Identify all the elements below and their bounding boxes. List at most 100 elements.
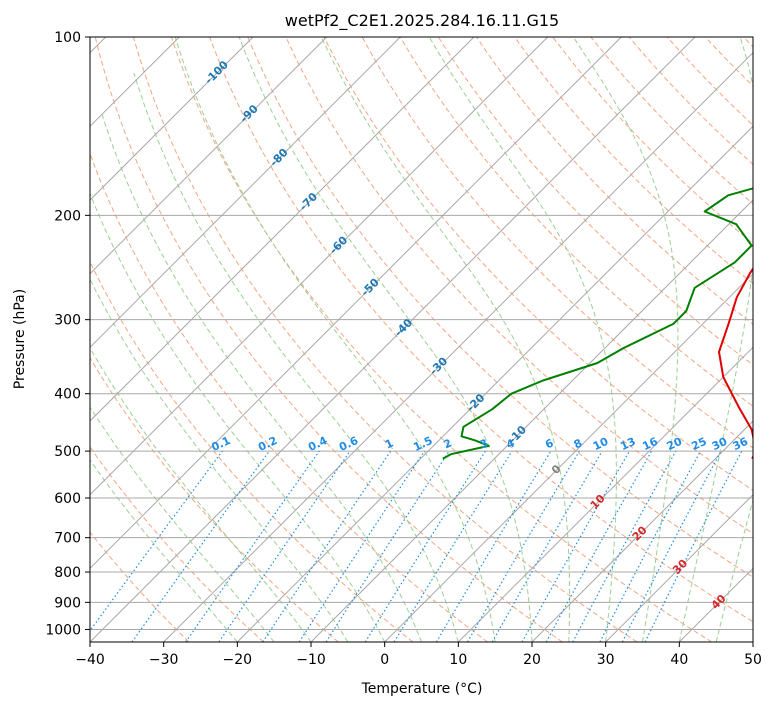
y-tick-label: 300: [54, 313, 81, 329]
moist-adiabat-line: [715, 497, 753, 642]
y-axis: 100 200 300 400 500 600 700 800 900 1000: [45, 30, 90, 638]
dry-adiabat-line: [323, 37, 753, 491]
x-tick-label: 0: [380, 652, 389, 668]
y-tick-label: 700: [54, 531, 81, 547]
isotherm-line: [90, 37, 549, 496]
dry-adiabat-line: [90, 356, 339, 642]
x-tick-label: 30: [597, 652, 615, 668]
surface-temp-label: 20: [630, 523, 650, 543]
y-tick-label: 200: [54, 208, 81, 224]
dry-adiabat-line: [90, 152, 488, 642]
moist-adiabat-line: [90, 459, 238, 642]
moist-adiabat-line: [133, 72, 459, 642]
surface-temp-label: 30: [670, 557, 690, 577]
dry-adiabat-line: [209, 37, 753, 623]
mixing-ratio-label: 16: [640, 435, 660, 453]
dry-adiabat-line: [247, 37, 753, 578]
x-tick-label: −40: [75, 652, 105, 668]
mixing-ratio-label: 25: [689, 435, 708, 453]
y-tick-label: 500: [54, 444, 81, 460]
moist-adiabat-line: [174, 37, 496, 642]
dry-adiabat-line: [743, 37, 753, 48]
moist-adiabat-line: [90, 192, 386, 642]
y-tick-label: 100: [54, 30, 81, 46]
mixing-ratio-line: [325, 450, 450, 642]
x-axis: −40 −30 −20 −10 0 10 20 30 40 50: [75, 642, 762, 668]
x-axis-label: Temperature (°C): [361, 681, 483, 697]
isotherm-line: [531, 420, 753, 642]
isotherm-line: [752, 641, 753, 642]
isotherm-line: [90, 37, 696, 642]
y-axis-label: Pressure (hPa): [12, 289, 28, 389]
y-tick-label: 1000: [45, 622, 81, 638]
isotherm-line: [90, 37, 475, 422]
isotherm-line: [90, 37, 254, 201]
y-tick-label: 900: [54, 595, 81, 611]
isotherm-line: [90, 37, 622, 570]
x-tick-label: 20: [523, 652, 541, 668]
mixing-ratio-line: [298, 450, 425, 642]
x-tick-label: 10: [449, 652, 467, 668]
dry-adiabat-line: [90, 260, 414, 642]
isotherm-line: [310, 199, 753, 642]
x-tick-label: −10: [296, 652, 326, 668]
dry-adiabat-line: [94, 37, 563, 642]
isotherm-line: [163, 51, 753, 642]
mixing-ratio-label: 2: [442, 436, 454, 451]
moist-adiabat-line: [238, 37, 533, 642]
moist-adiabat-line: [320, 37, 571, 642]
surface-temp-label: 0: [549, 462, 564, 477]
mixing-ratio-label: 10: [591, 435, 611, 453]
moist-adiabat-line: [90, 278, 349, 642]
moist-adiabat-line: [90, 347, 312, 642]
y-tick-label: 800: [54, 565, 81, 581]
mixing-ratio-line: [572, 450, 677, 642]
mixing-ratio-line: [466, 450, 580, 642]
moist-adiabat-line: [101, 114, 422, 642]
mixing-ratio-label: 20: [665, 435, 685, 453]
mixing-ratio-line: [262, 450, 392, 642]
dry-adiabat-line: [704, 37, 753, 87]
dry-adiabat-line: [171, 37, 712, 642]
plot-frame: [89, 36, 754, 643]
dry-adiabat-line: [132, 37, 638, 642]
mixing-ratio-line: [545, 450, 653, 642]
mixing-ratio-line: [185, 450, 320, 642]
moist-adiabat-line: [428, 37, 617, 642]
mixing-ratio-line: [599, 450, 702, 642]
moist-adiabat-line: [678, 37, 753, 642]
isotherm-line: [384, 272, 753, 642]
mixing-ratio-label: 13: [618, 435, 637, 453]
moist-adiabat-line: [90, 406, 275, 642]
mixing-ratio-line: [131, 450, 270, 642]
isotherm-line: [90, 37, 401, 349]
moist-adiabat-line: [572, 37, 679, 642]
x-tick-label: 40: [670, 652, 688, 668]
dry-adiabat-line: [437, 37, 753, 366]
dry-adiabat-line: [552, 37, 753, 245]
dry-adiabat-line: [476, 37, 753, 325]
chart-title: wetPf2_C2E1.2025.284.16.11.G15: [285, 11, 559, 31]
y-tick-label: 400: [54, 387, 81, 403]
isotherm-line: [457, 346, 753, 642]
mixing-ratio-label: 1: [383, 436, 395, 451]
profile-lines: [442, 187, 753, 460]
dewpoint-line: [442, 187, 753, 460]
isotherm-line: [605, 493, 753, 642]
mixing-ratio-line: [435, 450, 552, 642]
mixing-ratio-line: [90, 450, 223, 632]
mixing-ratio-label: 36: [731, 435, 751, 453]
isotherm-label: -60: [327, 233, 350, 256]
y-tick-label: 600: [54, 491, 81, 507]
dry-adiabat-line: [285, 37, 753, 535]
mixing-ratio-line: [621, 450, 722, 642]
dry-adiabat-line: [90, 446, 264, 642]
dry-adiabat-line: [590, 37, 753, 205]
isotherm-label: -100: [202, 58, 231, 87]
mixing-ratio-line: [218, 450, 351, 642]
x-tick-label: −30: [149, 652, 179, 668]
dry-adiabat-line: [90, 531, 190, 642]
isotherm-label: -30: [427, 354, 450, 377]
mixing-ratio-line: [644, 450, 743, 642]
